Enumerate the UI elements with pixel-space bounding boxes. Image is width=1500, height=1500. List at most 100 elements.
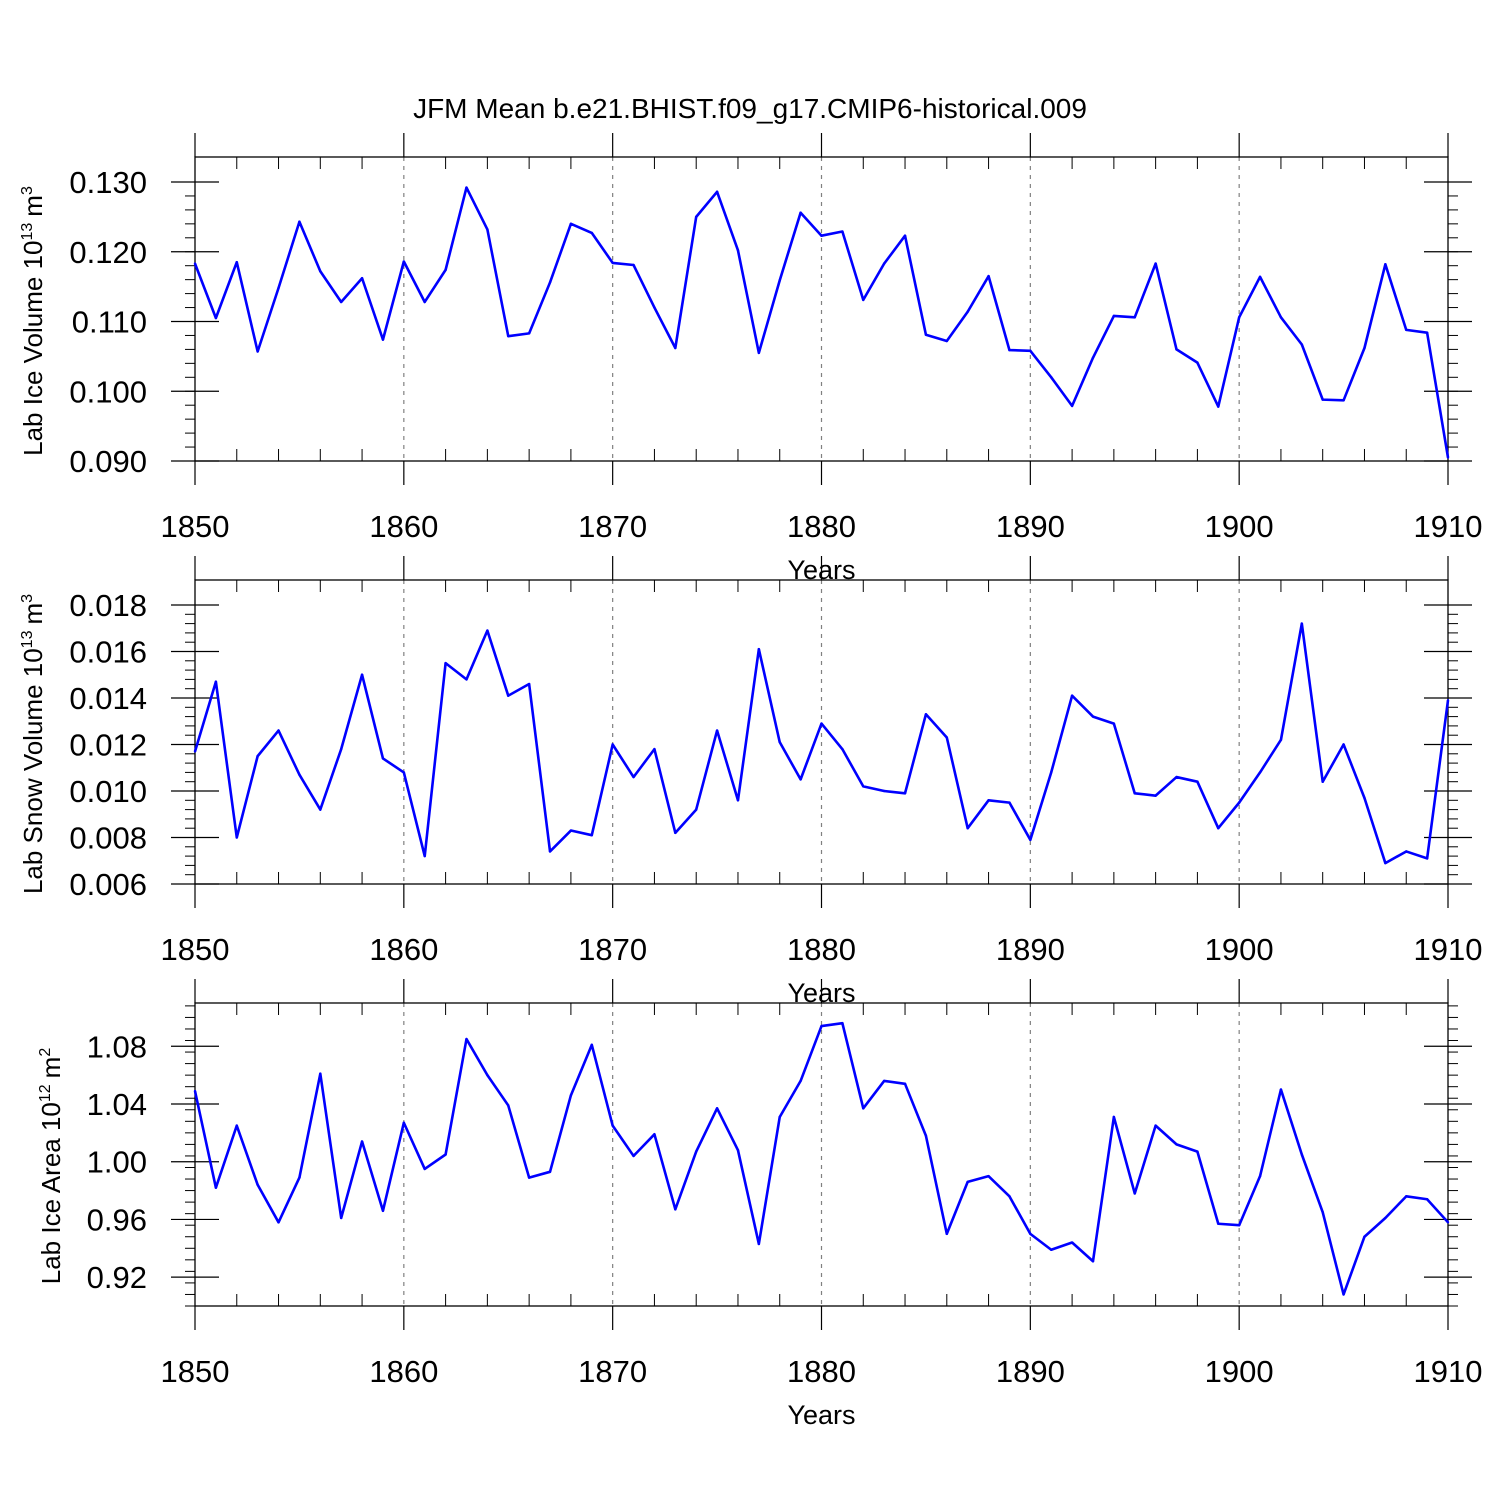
data-point	[256, 350, 259, 353]
data-point	[1258, 1174, 1262, 1178]
data-point	[736, 1148, 740, 1152]
data-point	[799, 778, 802, 781]
data-point	[1008, 348, 1011, 352]
data-point	[1237, 801, 1241, 804]
y-axis-label-unit-exp: 2	[37, 1048, 54, 1057]
data-point	[235, 261, 238, 264]
data-point	[1321, 1211, 1324, 1214]
data-point	[486, 1073, 489, 1077]
data-point	[653, 306, 656, 309]
data-point	[214, 1186, 218, 1189]
data-point	[527, 332, 531, 335]
data-point	[1196, 780, 1199, 783]
data-point	[924, 333, 928, 336]
panels: 1850 1860 1870 1880 1890 1900 1910 0.090 0.100 0.…	[18, 133, 1482, 1430]
data-point	[903, 792, 907, 795]
data-point	[360, 277, 364, 280]
y-axis-label-text: Lab Snow Volume 10	[18, 648, 48, 894]
data-point	[903, 234, 907, 237]
data-point	[1050, 771, 1053, 774]
data-point	[1279, 738, 1283, 742]
data-point	[966, 310, 969, 313]
y-tick-label: 0.92	[87, 1260, 147, 1295]
data-point	[1091, 356, 1095, 359]
data-point	[1279, 1088, 1283, 1091]
x-tick-label: 1900	[1205, 509, 1274, 544]
data-point	[360, 673, 364, 676]
data-point	[1008, 1195, 1011, 1198]
data-point	[1425, 857, 1429, 860]
x-tick-label: 1870	[578, 932, 647, 967]
data-point	[1363, 796, 1366, 800]
data-point	[402, 771, 406, 774]
data-point	[1425, 331, 1429, 334]
y-axis-label-unit-exp: 3	[19, 186, 36, 195]
x-tick-label: 1850	[161, 932, 230, 967]
data-point	[695, 1150, 698, 1153]
data-point	[1154, 262, 1157, 265]
data-point	[611, 261, 614, 265]
data-point	[193, 262, 197, 265]
data-point	[235, 1124, 238, 1127]
data-point	[820, 722, 823, 725]
data-point	[402, 1121, 406, 1124]
data-point	[507, 334, 510, 338]
data-point	[882, 1079, 886, 1083]
data-point	[381, 338, 385, 341]
data-point	[653, 1133, 656, 1136]
data-point	[924, 713, 928, 716]
data-point	[1405, 850, 1408, 853]
data-point	[1217, 405, 1220, 408]
x-tick-label: 1900	[1205, 932, 1274, 967]
data-point	[548, 850, 552, 853]
y-axis-label: Lab Snow Volume 1013 m3	[18, 594, 48, 894]
y-axis-label: Lab Ice Volume 1013 m3	[18, 186, 48, 456]
data-point	[444, 661, 447, 665]
data-point	[1446, 456, 1450, 459]
data-point	[277, 729, 280, 732]
data-point	[507, 1104, 510, 1107]
y-tick-label: 0.110	[72, 305, 147, 340]
data-point	[339, 1216, 343, 1220]
data-point	[590, 231, 593, 235]
x-tick-label: 1860	[369, 509, 438, 544]
data-point	[1175, 348, 1178, 351]
data-point	[319, 808, 322, 811]
data-point	[298, 773, 301, 776]
data-point	[778, 1115, 781, 1119]
y-axis-label-unit-exp: 3	[19, 594, 36, 603]
data-point	[1363, 346, 1366, 350]
x-tick-label: 1910	[1414, 1354, 1483, 1389]
data-point	[1446, 1221, 1450, 1224]
y-tick-label: 1.00	[87, 1145, 147, 1180]
data-point	[339, 300, 343, 304]
data-point	[862, 1107, 865, 1110]
data-point	[1070, 1241, 1074, 1244]
data-point	[715, 190, 719, 193]
data-point	[1154, 1124, 1157, 1127]
data-point	[527, 1176, 531, 1179]
y-tick-label: 1.08	[87, 1029, 147, 1064]
data-point	[736, 249, 740, 252]
data-point	[465, 678, 468, 681]
data-point	[256, 1183, 259, 1187]
data-point	[423, 1167, 426, 1171]
data-point	[632, 1154, 635, 1158]
data-point	[1029, 838, 1032, 842]
data-point	[1237, 316, 1241, 319]
x-tick-label: 1910	[1414, 932, 1483, 967]
data-point	[1217, 827, 1220, 830]
data-point	[1258, 771, 1262, 774]
data-point	[1091, 715, 1095, 718]
data-point	[715, 1107, 719, 1110]
data-point	[1384, 861, 1387, 865]
data-point	[527, 682, 531, 686]
x-tick-label: 1910	[1414, 509, 1483, 544]
data-point	[1363, 1235, 1366, 1238]
y-tick-label: 0.014	[69, 681, 147, 716]
x-axis-label: Years	[787, 1400, 855, 1430]
y-axis-label-exp: 13	[19, 223, 36, 241]
data-point	[214, 680, 218, 683]
data-point	[1342, 743, 1345, 746]
